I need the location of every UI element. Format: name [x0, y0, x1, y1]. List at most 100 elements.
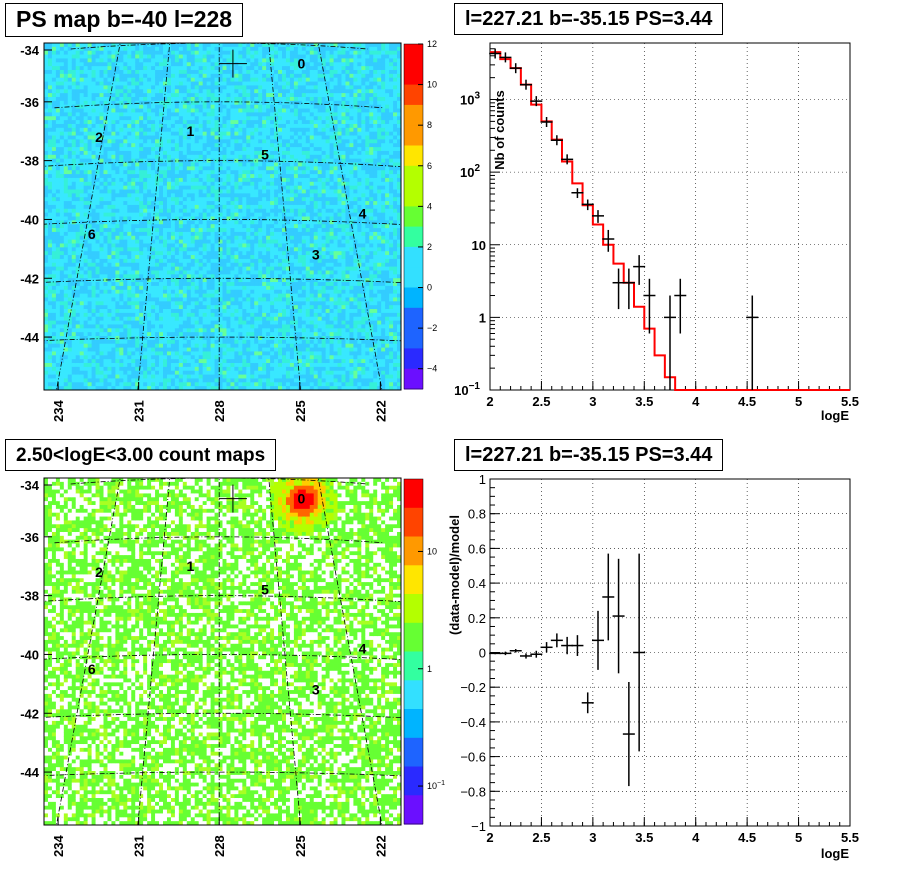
x-tick-label: 2.5: [532, 394, 550, 409]
y-tick-label: -36: [20, 530, 39, 545]
colorbar-segment: [404, 565, 423, 594]
x-tick-label: 5: [795, 830, 802, 845]
x-axis-label: logE: [821, 408, 849, 423]
source-label: 6: [88, 226, 96, 242]
y-tick-label: -40: [20, 212, 39, 227]
colorbar-segment: [404, 328, 423, 349]
residuals-title: l=227.21 b=-35.15 PS=3.44: [454, 439, 723, 471]
colorbar-segment: [404, 680, 423, 709]
y-tick-label: -34: [20, 43, 40, 58]
x-tick-label: 3.5: [635, 394, 653, 409]
y-tick-label: -42: [20, 271, 39, 286]
colorbar-segment: [404, 166, 423, 187]
x-tick-label: 4: [692, 394, 700, 409]
x-tick-label: 5.5: [841, 394, 859, 409]
y-tick-label: -44: [20, 330, 40, 345]
y-tick-label: 10−1: [454, 381, 480, 398]
x-axis-label: logE: [821, 846, 849, 861]
colorbar-tick-label: −4: [427, 364, 437, 374]
y-tick-label: 10: [472, 238, 486, 253]
source-label: 5: [261, 147, 269, 163]
colorbar-tick-exponent: −1: [437, 780, 445, 787]
colorbar-segment: [404, 709, 423, 738]
y-tick-label: 0.8: [468, 507, 486, 522]
colorbar-segment: [404, 738, 423, 767]
source-label: 4: [359, 641, 367, 657]
x-tick-label: 231: [132, 400, 147, 422]
colorbar-tick-label: 1: [427, 664, 432, 674]
x-tick-label: 225: [293, 835, 308, 857]
spectrum-title: l=227.21 b=-35.15 PS=3.44: [454, 3, 723, 35]
y-tick-exponent: 3: [474, 91, 480, 102]
y-tick-label: -40: [20, 647, 39, 662]
source-label: 5: [261, 582, 269, 598]
x-tick-label: 3.5: [635, 830, 653, 845]
x-tick-label: 234: [51, 835, 66, 857]
y-tick-label: 102: [460, 163, 480, 180]
x-tick-label: 4.5: [738, 394, 756, 409]
y-axis-label: (data-model)/model: [449, 515, 462, 635]
colorbar-segment: [404, 85, 423, 106]
x-tick-label: 3: [589, 830, 596, 845]
colorbar-tick-label: 12: [427, 39, 437, 49]
source-label: 2: [95, 564, 103, 580]
y-tick-label: -44: [20, 765, 40, 780]
x-tick-label: 2.5: [532, 830, 550, 845]
source-label: 0: [298, 491, 306, 507]
y-tick-label: 0: [479, 646, 486, 661]
x-tick-label: 222: [373, 835, 388, 857]
source-label: 6: [88, 661, 96, 677]
colorbar-segment: [404, 348, 423, 369]
y-tick-label: -38: [20, 589, 39, 604]
colorbar-segment: [404, 64, 423, 85]
x-tick-label: 228: [212, 835, 227, 857]
colorbar-tick-label: 4: [427, 201, 432, 211]
x-tick-label: 2: [486, 830, 493, 845]
y-tick-label: 0.2: [468, 611, 486, 626]
map-pixels: [44, 478, 401, 825]
x-tick-label: 231: [132, 835, 147, 857]
colorbar-tick-label: 0: [427, 283, 432, 293]
colorbar-segment: [404, 267, 423, 288]
colorbar-segment: [404, 146, 423, 167]
colorbar-tick-label: 10: [427, 546, 437, 556]
source-label: 1: [187, 558, 195, 574]
source-label: 2: [95, 129, 103, 145]
x-tick-label: 3: [589, 394, 596, 409]
source-label: 0: [298, 56, 306, 72]
y-tick-label: −1: [471, 819, 486, 834]
x-tick-label: 234: [51, 400, 66, 422]
x-tick-label: 222: [373, 400, 388, 422]
colorbar-segment: [404, 247, 423, 268]
count-map-title: 2.50<logE<3.00 count maps: [5, 439, 276, 471]
colorbar-segment: [404, 44, 423, 65]
colorbar-tick-label: 6: [427, 161, 432, 171]
colorbar-segment: [404, 186, 423, 207]
colorbar-segment: [404, 508, 423, 537]
y-tick-label: -38: [20, 154, 39, 169]
y-tick-label: 1: [479, 310, 486, 325]
colorbar-segment: [404, 623, 423, 652]
x-tick-label: 228: [212, 400, 227, 422]
y-tick-label: 0.6: [468, 541, 486, 556]
x-tick-label: 2: [486, 394, 493, 409]
colorbar-segment: [404, 227, 423, 248]
colorbar-segment: [404, 206, 423, 227]
colorbar-segment: [404, 767, 423, 796]
colorbar-tick-label: 2: [427, 242, 432, 252]
colorbar-segment: [404, 795, 423, 824]
y-tick-label: −0.2: [460, 680, 486, 695]
colorbar-segment: [404, 308, 423, 329]
source-label: 3: [312, 247, 320, 263]
y-axis-label: Nb of counts: [492, 90, 507, 169]
source-label: 4: [359, 206, 367, 222]
colorbar-tick-label: −2: [427, 323, 437, 333]
colorbar-segment: [404, 369, 423, 390]
colorbar-segment: [404, 105, 423, 126]
y-tick-label: 1: [479, 472, 486, 487]
